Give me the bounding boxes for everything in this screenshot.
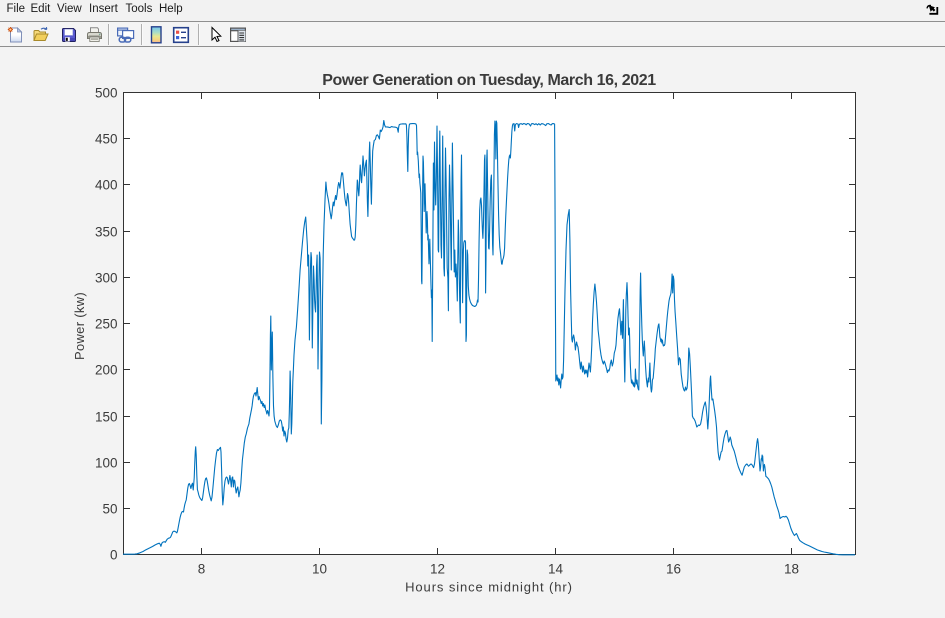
svg-text:10: 10	[312, 562, 327, 577]
svg-text:12: 12	[430, 562, 445, 577]
svg-text:16: 16	[666, 562, 681, 577]
svg-text:Power Generation on Tuesday, M: Power Generation on Tuesday, March 16, 2…	[322, 72, 656, 89]
svg-text:300: 300	[95, 270, 118, 285]
svg-text:0: 0	[110, 547, 118, 562]
svg-text:18: 18	[784, 562, 799, 577]
svg-text:450: 450	[95, 131, 118, 146]
svg-text:50: 50	[102, 501, 117, 516]
svg-text:200: 200	[95, 362, 118, 377]
svg-text:400: 400	[95, 177, 118, 192]
svg-text:14: 14	[548, 562, 564, 577]
svg-text:350: 350	[95, 224, 118, 239]
svg-text:250: 250	[95, 316, 118, 331]
svg-text:100: 100	[95, 455, 118, 470]
svg-text:500: 500	[95, 85, 118, 100]
svg-text:Hours since midnight (hr): Hours since midnight (hr)	[405, 580, 573, 595]
svg-text:150: 150	[95, 409, 118, 424]
svg-text:8: 8	[198, 562, 206, 577]
svg-text:Power (kw): Power (kw)	[72, 292, 87, 360]
